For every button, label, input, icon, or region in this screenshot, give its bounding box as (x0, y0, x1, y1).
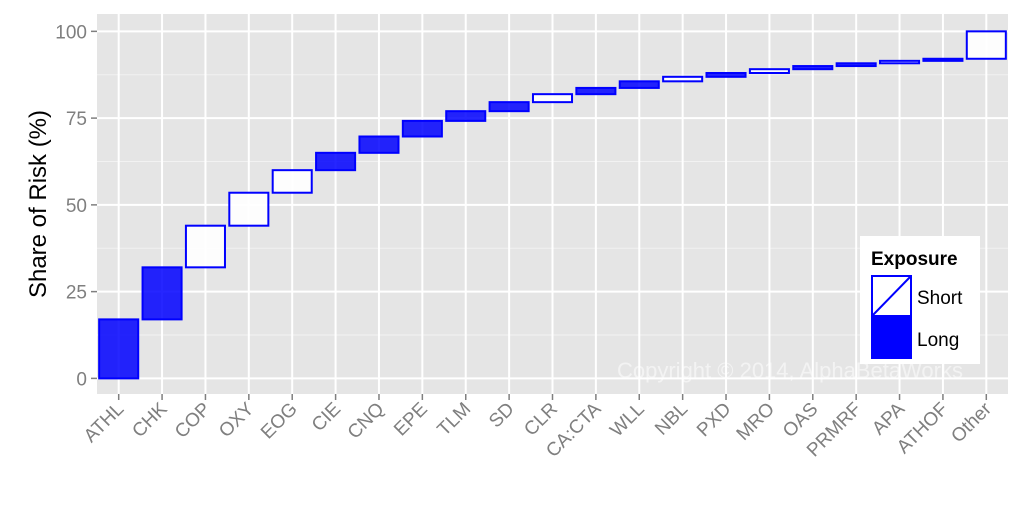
x-tick-label: NBL (651, 399, 692, 440)
y-tick-label: 75 (66, 109, 87, 130)
y-tick-label: 0 (76, 369, 87, 390)
y-tick-label: 100 (55, 22, 87, 43)
bar-other (965, 30, 1007, 60)
bar-cnq (358, 135, 400, 154)
x-tick-label: COP (171, 399, 215, 443)
bar-eog (271, 169, 313, 194)
x-tick-label: CHK (128, 398, 171, 441)
legend-label-short: Short (917, 288, 963, 309)
x-tick-label: CIE (308, 399, 345, 436)
y-tick-label: 25 (66, 283, 87, 304)
legend-title: Exposure (871, 249, 958, 270)
bar-tlm (445, 110, 487, 122)
y-axis-title: Share of Risk (%) (25, 110, 52, 298)
x-tick-label: CNQ (344, 399, 389, 444)
bar-cie (315, 151, 357, 172)
x-tick-label: TLM (434, 399, 476, 441)
x-tick-label: EOG (257, 399, 302, 444)
bar-epe (401, 119, 443, 138)
bar-athof (922, 57, 964, 62)
x-tick-label: Other (947, 398, 996, 447)
legend-key-short (871, 275, 912, 317)
bar-athl (98, 318, 140, 380)
bar-nbl (662, 75, 704, 83)
grid (97, 14, 1008, 394)
bar-wll (618, 80, 660, 89)
x-tick-label: OXY (215, 398, 258, 441)
bar-apa (879, 59, 921, 65)
bars (98, 30, 1007, 380)
bar-oas (792, 65, 834, 71)
x-tick-label: SD (485, 399, 519, 433)
x-tick-label: PXD (693, 399, 735, 441)
x-tick-label: EPE (390, 399, 432, 441)
x-tick-label: MRO (733, 399, 779, 445)
bar-ca-cta (575, 86, 617, 96)
bar-chk (141, 266, 183, 321)
y-tick-label: 50 (66, 196, 87, 217)
bar-clr (531, 93, 574, 104)
bar-prmrf (835, 62, 877, 68)
bar-oxy (228, 191, 270, 227)
legend-key-long (871, 317, 912, 359)
legend-label-long: Long (917, 330, 959, 351)
x-tick-label: ATHL (80, 399, 128, 447)
bar-sd (488, 101, 530, 113)
legend: Exposure Short Long (860, 236, 980, 364)
bar-cop (184, 224, 226, 269)
bar-mro (748, 68, 790, 74)
x-tick-label: WLL (606, 399, 648, 441)
bar-pxd (705, 71, 747, 78)
y-axis: 0 25 50 75 100 (55, 22, 97, 390)
